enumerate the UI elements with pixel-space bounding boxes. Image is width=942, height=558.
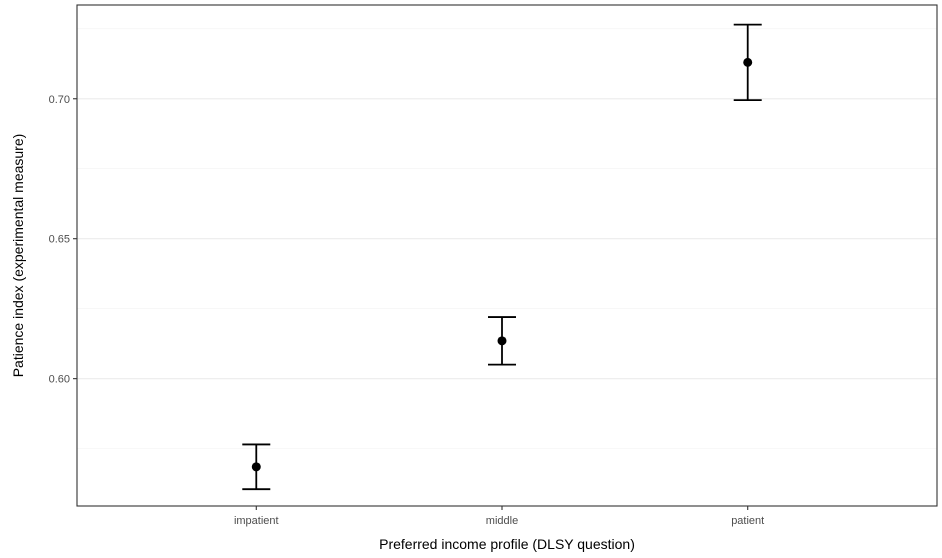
error-bar-middle [488, 316, 516, 366]
y-tick-label: 0.65 [49, 234, 70, 246]
data-point-patient [743, 57, 753, 67]
data-point-impatient [251, 462, 261, 472]
error-bar-patient [733, 23, 762, 102]
x-axis-title: Preferred income profile (DLSY question) [379, 536, 635, 552]
data-point-middle [497, 336, 507, 346]
data-marks [242, 23, 762, 491]
x-tick-label: middle [486, 515, 518, 527]
x-tick-label: patient [731, 515, 764, 527]
x-tick-label: impatient [234, 515, 279, 527]
gridlines [77, 28, 937, 449]
y-tick-label: 0.70 [49, 94, 70, 106]
panel-border [76, 4, 938, 507]
y-tick-label: 0.60 [49, 374, 70, 386]
y-axis-title: Patience index (experimental measure) [10, 134, 26, 378]
axes: 0.60 0.65 0.70 impatient middle patient [49, 94, 765, 527]
error-bar-impatient [242, 443, 271, 491]
